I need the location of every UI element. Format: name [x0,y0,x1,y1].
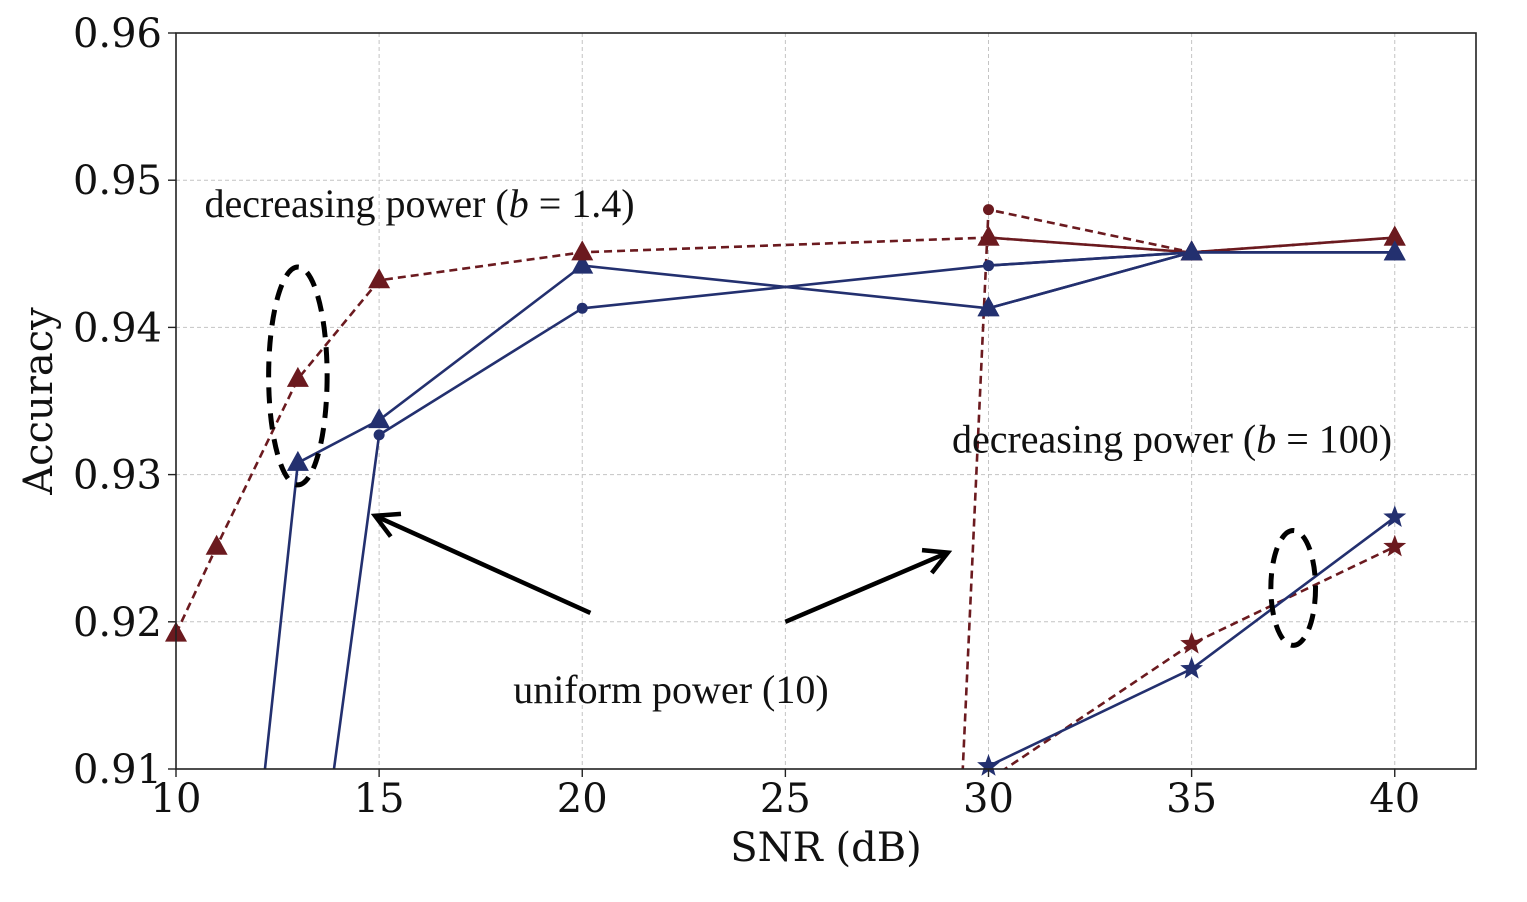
x-tick-label: 25 [760,776,811,822]
data-point-star [1383,534,1407,557]
data-point-triangle [977,296,1000,317]
series-line-red-triangle-1.4 [176,236,1395,635]
annotation-suffix: = 1.4) [529,181,635,226]
y-axis-label: Accuracy [16,307,62,496]
data-point-triangle [286,366,309,387]
data-point-triangle [1383,240,1406,261]
ellipse-snr37 [1268,528,1319,648]
series-line-red-star-100 [1002,545,1396,769]
data-point-star [1383,505,1407,527]
data-point-dot [373,429,385,441]
label-uniform: uniform power (10) [513,667,828,712]
x-tick-label: 30 [963,776,1014,822]
plot-frame [175,32,1477,770]
data-point-dot [983,260,994,272]
tick-marks: 10 15 20 25 30 35 40 0.91 0.92 0.93 0.94 0.95 0.96 [73,11,1420,822]
annotations: decreasing power (b = 1.4)decreasing pow… [204,181,1392,712]
data-point-triangle [571,240,594,261]
annotation-suffix: = 100) [1276,417,1392,462]
arrow-to-29-head [921,547,953,575]
arrow-to-15-head [370,511,402,538]
y-tick-label: 0.92 [73,600,162,646]
ellipse-snr13 [266,264,330,488]
data-point-triangle [368,268,391,289]
data-point-triangle [205,534,228,555]
data-point-triangle [571,253,594,274]
data-point-triangle [1383,225,1406,246]
data-point-triangle [286,450,309,471]
arrow-to-15-shaft [374,513,592,616]
x-tick-label: 35 [1166,776,1217,822]
annotation-variable: b [1256,417,1276,462]
y-tick-label: 0.94 [73,305,162,351]
y-tick-label: 0.96 [73,11,162,57]
data-point-triangle [368,408,391,429]
marker-group [165,204,1407,776]
y-tick-label: 0.95 [73,158,162,204]
data-point-star [1180,631,1203,654]
data-point-star [977,754,1000,776]
data-point-dot [983,204,994,216]
x-tick-label: 40 [1369,776,1420,822]
data-point-star [1180,656,1203,679]
x-axis-label: SNR (dB) [730,825,921,871]
series-line-blue-triangle-1.4 [263,251,1395,769]
annotation-prefix: decreasing power ( [952,417,1256,462]
data-point-triangle [977,225,1000,246]
x-tick-label: 15 [354,776,405,822]
data-point-dot [1186,246,1198,258]
y-tick-label: 0.93 [73,453,162,499]
y-tick-label: 0.91 [73,747,162,793]
series-line-red-triangle-100 [988,236,1395,254]
arrow-to-29-shaft [784,550,949,624]
label-decreasing-100: decreasing power (b = 100) [952,417,1392,462]
x-tick-label: 20 [557,776,608,822]
annotation-variable: b [509,181,529,226]
grid [175,32,1476,770]
x-tick-label: 10 [151,776,202,822]
series-line-blue-dot-1.4 [332,251,1395,769]
annotation-prefix: decreasing power ( [204,181,508,226]
data-point-dot [576,302,588,314]
series-line-blue-dot-100 [988,251,1192,267]
label-decreasing-1.4: decreasing power (b = 1.4) [204,181,634,226]
